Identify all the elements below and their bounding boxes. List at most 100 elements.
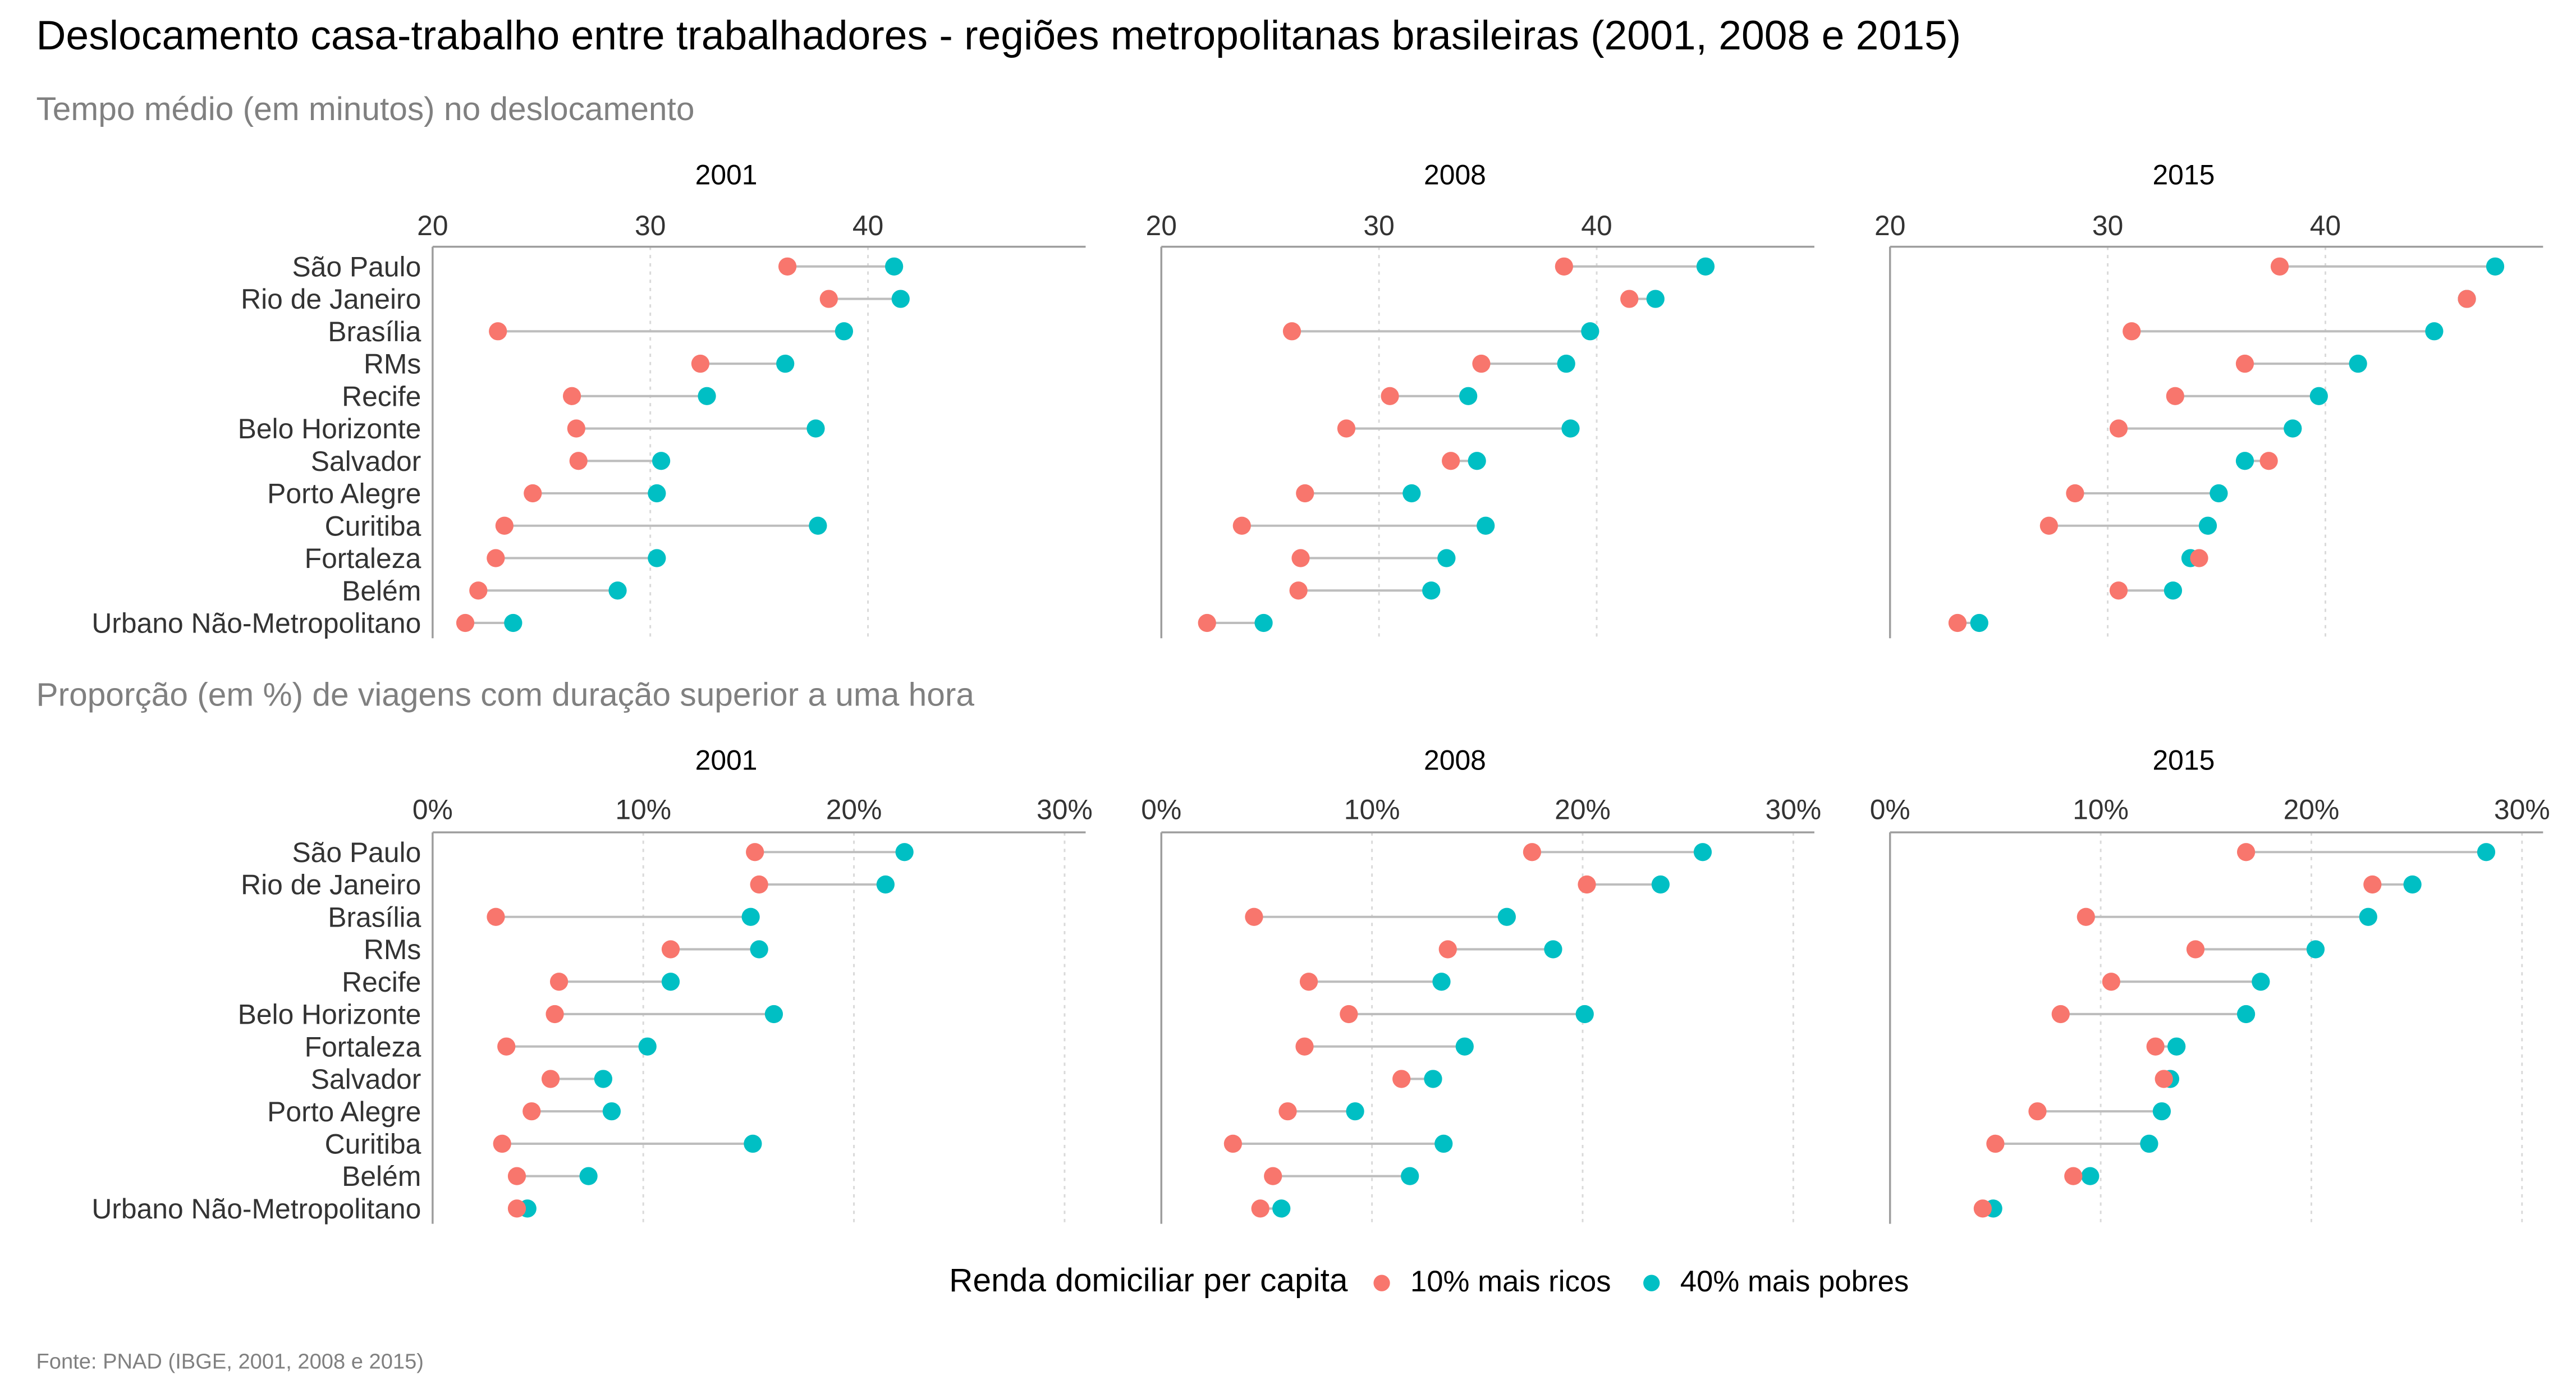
- point-rich-r0-p1-10: [1289, 581, 1308, 600]
- chart-title: Deslocamento casa-trabalho entre trabalh…: [36, 13, 1961, 59]
- point-poor-r0-p1-10: [1422, 581, 1441, 600]
- point-rich-r1-p0-8: [522, 1102, 541, 1121]
- point-poor-r1-p1-10: [1401, 1167, 1419, 1185]
- legend-item-poor: 40% mais pobres: [1644, 1265, 1909, 1300]
- x-tick-label-r1-p0-2: 20%: [826, 794, 882, 826]
- x-tick-label-r1-p2-0: 0%: [1870, 794, 1910, 826]
- point-rich-r1-p0-0: [746, 843, 764, 861]
- category-label-r1-5: Belo Horizonte: [238, 999, 421, 1030]
- point-poor-r0-p1-1: [1646, 290, 1665, 308]
- point-rich-r1-p2-7: [2155, 1070, 2173, 1088]
- point-rich-r1-p2-11: [1973, 1199, 1992, 1218]
- point-rich-r1-p2-9: [1986, 1134, 2005, 1153]
- category-label-r1-11: Urbano Não-Metropolitano: [91, 1193, 421, 1225]
- x-tick-label-r1-p1-0: 0%: [1141, 794, 1181, 826]
- point-rich-r1-p2-3: [2186, 940, 2205, 959]
- facet-label-r1-p0: 2001: [695, 745, 758, 776]
- point-rich-r1-p0-2: [487, 907, 505, 926]
- category-label-r1-3: RMs: [364, 934, 421, 965]
- point-poor-r1-p0-9: [744, 1134, 762, 1153]
- legend-rich-dot-icon: [1374, 1274, 1391, 1291]
- category-label-r1-7: Salvador: [311, 1064, 421, 1095]
- point-rich-r0-p2-5: [2109, 419, 2128, 438]
- point-rich-r0-p1-2: [1282, 322, 1301, 341]
- point-rich-r0-p1-11: [1198, 613, 1216, 632]
- point-poor-r1-p1-6: [1455, 1037, 1474, 1056]
- point-poor-r1-p1-7: [1424, 1070, 1442, 1088]
- x-tick-label-r1-p0-3: 30%: [1037, 794, 1093, 826]
- point-poor-r0-p0-8: [809, 516, 827, 535]
- point-rich-r1-p2-6: [2146, 1037, 2165, 1056]
- point-rich-r0-p2-4: [2166, 387, 2184, 405]
- point-rich-r0-p1-8: [1232, 516, 1251, 535]
- point-poor-r1-p1-8: [1346, 1102, 1364, 1121]
- category-label-r0-11: Urbano Não-Metropolitano: [91, 608, 421, 639]
- facet-label-r1-p2: 2015: [2152, 745, 2215, 776]
- facet-label-r1-p1: 2008: [1424, 745, 1486, 776]
- category-label-r1-4: Recife: [342, 966, 421, 998]
- category-label-r1-6: Fortaleza: [305, 1031, 421, 1062]
- point-rich-r0-p1-0: [1555, 257, 1573, 276]
- category-label-r0-8: Curitiba: [325, 510, 421, 542]
- point-rich-r1-p1-4: [1299, 973, 1318, 991]
- legend-rich-label: 10% mais ricos: [1410, 1264, 1611, 1298]
- point-poor-r0-p0-1: [891, 290, 910, 308]
- point-rich-r0-p0-8: [495, 516, 514, 535]
- facet-label-r0-p0: 2001: [695, 159, 758, 190]
- point-poor-r0-p1-4: [1459, 387, 1478, 405]
- category-label-r0-5: Belo Horizonte: [238, 413, 421, 444]
- point-rich-r0-p2-10: [2109, 581, 2128, 600]
- point-rich-r1-p1-5: [1340, 1005, 1358, 1024]
- point-rich-r0-p2-6: [2259, 452, 2278, 470]
- point-poor-r1-p0-3: [750, 940, 768, 959]
- point-rich-r0-p2-1: [2458, 290, 2476, 308]
- point-rich-r0-p2-2: [2123, 322, 2141, 341]
- point-poor-r1-p1-11: [1272, 1199, 1291, 1218]
- point-rich-r1-p1-2: [1245, 907, 1263, 926]
- point-rich-r0-p0-3: [691, 354, 710, 373]
- point-rich-r0-p0-6: [569, 452, 588, 470]
- point-rich-r0-p0-5: [567, 419, 585, 438]
- point-poor-r0-p2-3: [2349, 354, 2367, 373]
- category-label-r1-10: Belém: [342, 1161, 421, 1192]
- x-tick-label-r1-p2-1: 10%: [2073, 794, 2129, 826]
- point-poor-r0-p1-2: [1581, 322, 1599, 341]
- point-poor-r1-p2-0: [2477, 843, 2496, 861]
- point-poor-r1-p2-4: [2252, 973, 2270, 991]
- point-poor-r1-p2-5: [2236, 1005, 2256, 1024]
- point-poor-r1-p2-6: [2167, 1037, 2186, 1056]
- point-poor-r1-p2-2: [2359, 907, 2377, 926]
- category-label-r0-9: Fortaleza: [305, 543, 421, 574]
- point-rich-r1-p0-7: [541, 1070, 560, 1088]
- point-rich-r1-p0-10: [507, 1167, 526, 1185]
- point-poor-r0-p1-7: [1402, 484, 1421, 503]
- point-poor-r0-p2-5: [2284, 419, 2302, 438]
- point-rich-r0-p0-10: [469, 581, 488, 600]
- point-poor-r1-p0-4: [661, 973, 680, 991]
- point-poor-r0-p0-10: [608, 581, 627, 600]
- point-rich-r1-p2-5: [2051, 1005, 2070, 1024]
- point-rich-r1-p2-2: [2077, 907, 2095, 926]
- x-tick-label-r1-p1-3: 30%: [1766, 794, 1822, 826]
- point-poor-r1-p1-4: [1432, 973, 1451, 991]
- point-rich-r0-p0-11: [456, 613, 475, 632]
- point-rich-r1-p1-10: [1264, 1167, 1282, 1185]
- point-rich-r0-p2-9: [2190, 549, 2208, 567]
- point-rich-r1-p0-3: [661, 940, 680, 959]
- facet-label-r0-p2: 2015: [2152, 159, 2215, 190]
- point-rich-r0-p0-2: [489, 322, 507, 341]
- point-poor-r0-p2-6: [2235, 452, 2254, 470]
- x-tick-label-r1-p2-2: 20%: [2284, 794, 2340, 826]
- x-tick-label-r0-p0-1: 30: [635, 210, 666, 241]
- x-tick-label-r0-p1-2: 40: [1581, 210, 1612, 241]
- x-tick-label-r1-p2-3: 30%: [2494, 794, 2550, 826]
- point-rich-r0-p0-4: [562, 387, 581, 405]
- point-rich-r0-p1-4: [1381, 387, 1399, 405]
- category-label-r0-2: Brasília: [328, 316, 421, 347]
- category-label-r0-6: Salvador: [311, 446, 421, 477]
- point-rich-r1-p1-11: [1251, 1199, 1269, 1218]
- point-poor-r0-p0-3: [776, 354, 795, 373]
- point-poor-r1-p1-9: [1434, 1134, 1453, 1153]
- category-label-r1-0: São Paulo: [292, 837, 421, 868]
- x-tick-label-r0-p1-1: 30: [1363, 210, 1394, 241]
